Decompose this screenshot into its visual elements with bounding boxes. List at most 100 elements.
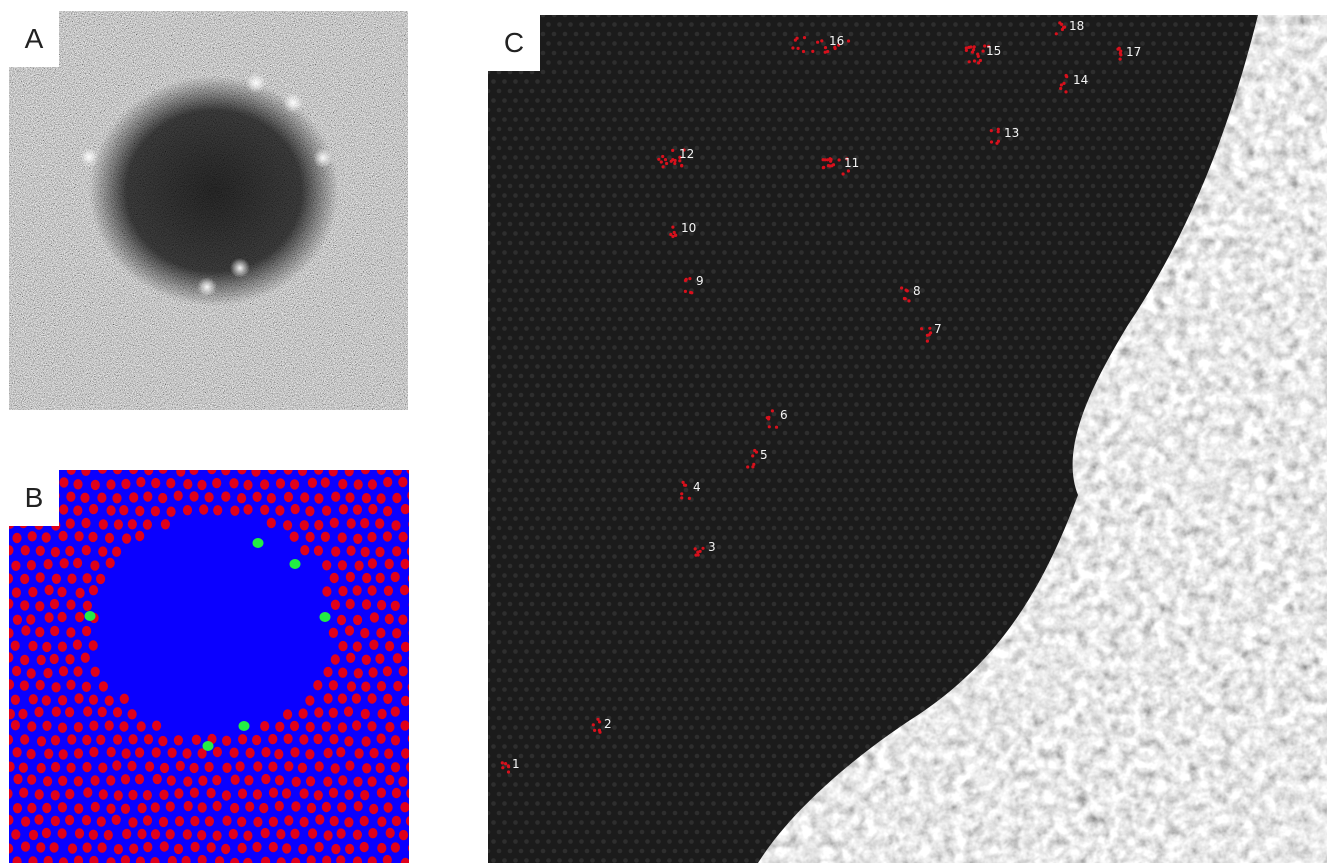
lattice-dot bbox=[144, 470, 154, 476]
lattice-dot bbox=[9, 598, 14, 609]
lattice-dot bbox=[383, 506, 393, 517]
dopant-dot bbox=[319, 612, 331, 622]
lattice-dot bbox=[376, 627, 386, 639]
site-marker bbox=[672, 230, 676, 235]
lattice-dot bbox=[142, 519, 152, 530]
lattice-dot bbox=[58, 666, 69, 677]
lattice-dot bbox=[344, 789, 354, 800]
lattice-dot bbox=[385, 641, 395, 652]
lattice-dot bbox=[367, 721, 377, 732]
lattice-dot bbox=[127, 519, 137, 530]
lattice-dot bbox=[337, 532, 347, 543]
lattice-dot bbox=[238, 734, 248, 745]
site-marker bbox=[978, 58, 982, 63]
site-marker bbox=[678, 159, 682, 163]
lattice-dot bbox=[43, 559, 53, 570]
lattice-dot bbox=[20, 573, 30, 585]
site-marker bbox=[846, 39, 851, 43]
lattice-dot bbox=[359, 815, 369, 827]
lattice-dot bbox=[120, 774, 131, 785]
lattice-dot bbox=[353, 479, 363, 490]
lattice-dot bbox=[9, 545, 14, 556]
lattice-dot bbox=[58, 857, 68, 863]
site-marker bbox=[989, 140, 994, 144]
site-marker bbox=[967, 45, 971, 49]
lattice-dot bbox=[353, 801, 363, 812]
site-label: 8 bbox=[913, 284, 921, 298]
lattice-dot bbox=[235, 761, 245, 772]
lattice-dot bbox=[313, 545, 323, 556]
site-marker bbox=[657, 157, 661, 161]
site-marker bbox=[1062, 25, 1066, 29]
lattice-dot bbox=[81, 545, 91, 556]
lattice-dot bbox=[50, 546, 61, 558]
site-marker bbox=[920, 327, 924, 331]
lattice-dot bbox=[72, 639, 82, 650]
panel-a-micrograph bbox=[9, 11, 408, 410]
lattice-dot bbox=[173, 843, 184, 855]
lattice-dot bbox=[34, 814, 44, 825]
lattice-dot bbox=[408, 844, 409, 852]
lattice-dot bbox=[96, 816, 106, 827]
site-marker bbox=[671, 234, 675, 239]
lattice-dot bbox=[299, 734, 309, 745]
site-marker bbox=[751, 454, 755, 458]
site-marker bbox=[907, 299, 911, 303]
lattice-dot bbox=[182, 748, 192, 759]
lattice-dot bbox=[313, 733, 323, 745]
lattice-dot bbox=[183, 776, 193, 787]
site-marker bbox=[837, 158, 841, 162]
lattice-dot bbox=[36, 654, 46, 666]
site-marker bbox=[1065, 75, 1069, 79]
lattice-dot bbox=[320, 477, 330, 488]
lattice-dot bbox=[306, 855, 316, 863]
site-marker bbox=[927, 333, 931, 337]
lattice-dot bbox=[268, 841, 278, 853]
site-label: 11 bbox=[844, 156, 859, 170]
site-marker bbox=[841, 172, 845, 176]
lattice-dot bbox=[261, 747, 271, 758]
lattice-dot bbox=[105, 557, 115, 569]
lattice-dot bbox=[74, 531, 84, 542]
lattice-dot bbox=[252, 734, 262, 746]
site-marker bbox=[987, 44, 991, 48]
lattice-dot bbox=[65, 707, 75, 718]
lattice-dot bbox=[346, 518, 356, 529]
site-marker bbox=[845, 157, 849, 161]
lattice-dot bbox=[9, 708, 15, 720]
site-label: 16 bbox=[829, 34, 844, 48]
lattice-dot bbox=[135, 505, 145, 517]
site-marker bbox=[996, 139, 1000, 143]
lattice-dot bbox=[89, 855, 99, 863]
lattice-dot bbox=[243, 830, 253, 841]
site-marker bbox=[977, 61, 981, 65]
lattice-dot bbox=[112, 707, 123, 718]
site-marker bbox=[1064, 90, 1068, 94]
lattice-dot bbox=[392, 546, 402, 557]
lattice-dot bbox=[104, 532, 115, 544]
lattice-dot bbox=[121, 748, 131, 759]
site-marker bbox=[665, 161, 669, 166]
lattice-dot bbox=[129, 843, 139, 854]
lattice-dot bbox=[34, 706, 44, 718]
site-marker bbox=[820, 39, 824, 43]
lattice-dot bbox=[199, 504, 209, 515]
site-label: 17 bbox=[1126, 45, 1141, 59]
site-marker bbox=[774, 425, 779, 429]
lattice-dot bbox=[344, 625, 355, 636]
lattice-dot bbox=[73, 479, 83, 490]
site-label: 15 bbox=[986, 44, 1001, 58]
lattice-dot bbox=[59, 558, 69, 569]
lattice-dot bbox=[207, 470, 217, 475]
site-marker bbox=[767, 425, 771, 429]
site-marker bbox=[506, 770, 511, 774]
lattice-dot bbox=[222, 762, 232, 773]
site-marker bbox=[1059, 86, 1063, 91]
lattice-dot bbox=[361, 599, 372, 610]
lattice-dot bbox=[51, 573, 62, 584]
lattice-dot bbox=[197, 748, 207, 759]
lattice-dot bbox=[305, 721, 315, 733]
lattice-dot bbox=[245, 747, 255, 759]
site-marker bbox=[684, 483, 688, 487]
